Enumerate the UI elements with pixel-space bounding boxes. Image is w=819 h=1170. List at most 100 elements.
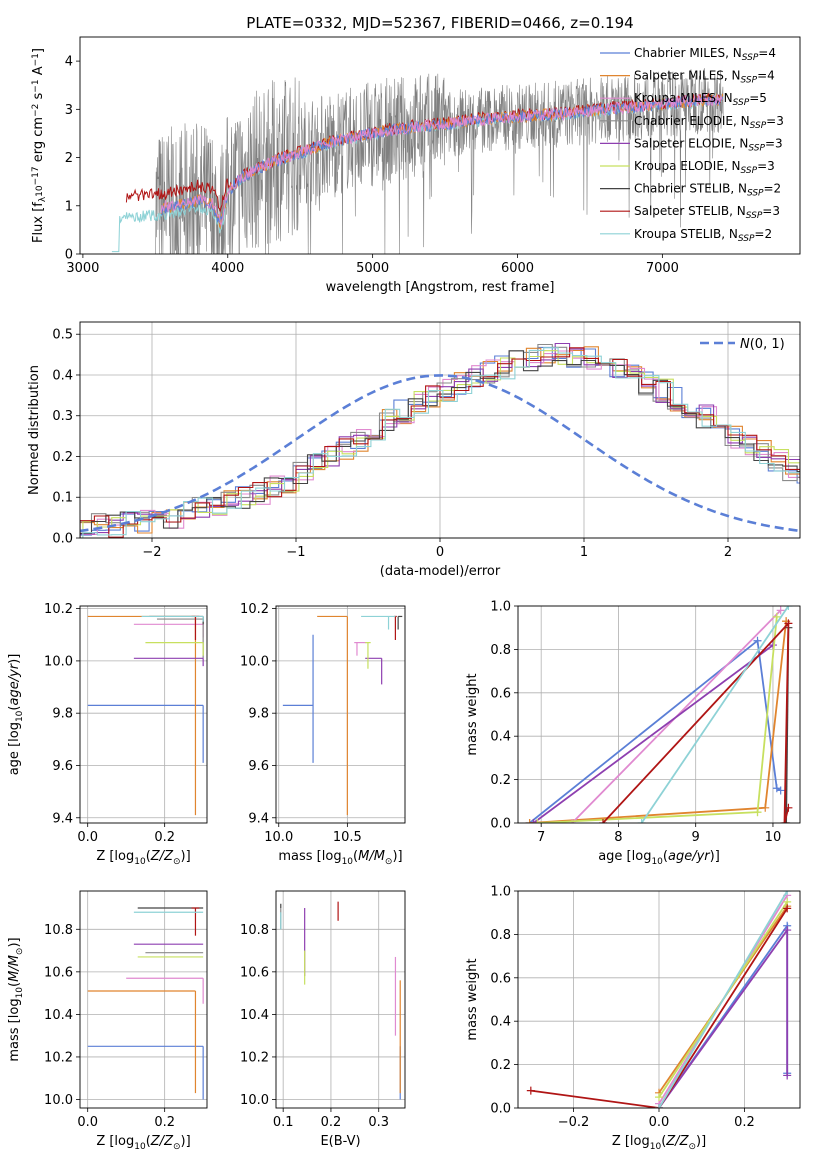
plot-area [282,615,403,816]
legend-label: Chabrier MILES, NSSP=4 [634,46,776,63]
x-tick-label: 7 [537,830,545,845]
y-axis-label: age [log10(age/yr)] [7,654,25,776]
errorbar-salpeter_miles [87,990,197,1094]
y-tick-label: 9.6 [248,759,269,774]
y-tick-label: 10.4 [44,1008,73,1023]
weight-marker [526,1086,535,1095]
x-axis-label: mass [log10(M/M⊙)] [278,849,402,867]
x-tick-label: 0 [436,545,444,560]
x-axis-label: age [log10(age/yr)] [598,849,720,867]
x-axis-label: E(B-V) [320,1134,360,1149]
x-tick-label: 10.0 [264,830,293,845]
panel-massweight_vs_age: 7 8 9 10 0.0 0.2 0.4 0.6 0.8 1.0 age [log10(age/yr… [465,600,801,867]
weight-marker [772,784,781,793]
x-tick-label: 0.0 [77,830,98,845]
weight-marker [784,606,793,610]
y-tick-label: 0.2 [490,773,511,788]
histogram-chabrier_stelib [80,350,800,534]
panels: 3000 4000 5000 6000 7000 0 1 2 3 4 Chabrier MILES,… [7,36,801,1152]
weight-marker [525,819,534,823]
weight-series-salpeter_stelib [598,619,793,823]
legend-label: N(0, 1) [740,337,785,352]
weight-marker [784,803,793,812]
errorbar-salpeter_stelib [394,615,397,640]
weight-marker [783,904,792,913]
x-tick-label: 9 [692,830,700,845]
x-tick-label: 3000 [66,261,99,276]
weight-series-kroupa_elodie [533,612,781,823]
y-tick-label: 0.4 [490,730,511,745]
weight-marker [783,926,792,935]
y-tick-label: 0.2 [52,450,73,465]
legend: Chabrier MILES, NSSP=4 Salpeter MILES, NS… [600,46,784,244]
x-tick-label: 10.5 [333,830,362,845]
errorbar-kroupa_elodie [145,642,204,656]
panel-age_vs_Z: 0.0 0.2 9.4 9.6 9.8 10.0 10.2 Z [log10(Z/Z⊙)] ag… [7,602,208,867]
weight-marker [761,803,770,812]
x-tick-label: 0.2 [154,1115,175,1130]
weight-line [532,644,774,823]
x-tick-label: 0.1 [273,1115,294,1130]
x-tick-label: 4000 [211,261,244,276]
x-tick-label: 6000 [501,261,534,276]
errorbar-kroupa_stelib [361,615,396,630]
errorbar-kroupa_miles [133,623,204,638]
y-tick-label: 9.8 [248,707,269,722]
y-tick-label: 10.2 [240,1050,269,1065]
y-tick-label: 0.6 [490,686,511,701]
axes-frame [79,605,208,824]
histogram-salpeter_stelib [80,347,800,538]
y-tick-label: 9.4 [248,811,269,826]
panel-spectrum: 3000 4000 5000 6000 7000 0 1 2 3 4 Chabrier MILES,… [31,36,801,295]
errorbar-chabrier_stelib [397,615,403,630]
legend-label: Salpeter ELODIE, NSSP=3 [634,136,783,153]
axes-frame [275,890,406,1109]
y-tick-label: 10.2 [44,602,73,617]
y-axis-label: mass [log10(M/M⊙)] [7,937,25,1061]
histogram-salpeter_miles [80,346,800,538]
y-tick-label: 3 [65,103,73,118]
plot-area [526,891,792,1108]
errorbar-salpeter_elodie [133,657,204,667]
legend-label: Chabrier STELIB, NSSP=2 [634,182,781,199]
weight-marker [753,636,762,645]
errorbar-salpeter_miles [317,615,348,816]
weight-marker [772,612,781,621]
legend: N(0, 1) [700,337,785,352]
errorbar-chabrier_elodie [156,618,204,659]
plot-area [87,615,204,816]
legend-label: Salpeter MILES, NSSP=4 [634,69,775,86]
y-axis-label: mass weight [465,673,480,755]
x-axis-label: Z [log10(Z/Z⊙)] [612,1134,706,1152]
panel-mass_vs_ebv: 0.1 0.2 0.3 10.0 10.2 10.4 10.6 10.8 E(B-V) [240,890,406,1149]
y-tick-label: 10.8 [240,923,269,938]
weight-marker [783,891,792,895]
weight-marker [637,819,646,823]
y-tick-label: 10.2 [44,1050,73,1065]
y-tick-label: 0.8 [490,643,511,658]
legend-label: Salpeter STELIB, NSSP=3 [634,204,780,221]
weight-series-salpeter_elodie [655,926,792,1108]
x-tick-label: 0.2 [154,830,175,845]
y-tick-label: 0.1 [52,491,73,506]
weight-marker [776,606,785,615]
legend-label: Kroupa ELODIE, NSSP=3 [634,159,775,176]
x-tick-label: 7000 [646,261,679,276]
weight-marker [776,786,785,795]
weight-line [602,621,790,823]
errorbar-salpeter_miles [87,615,197,816]
axes-frame [517,605,801,824]
errorbar-kroupa_miles [354,642,367,656]
weight-marker [783,1071,792,1080]
x-tick-label: 0.0 [649,1115,670,1130]
x-tick-label: −2 [142,545,161,560]
y-tick-label: 9.8 [52,707,73,722]
weight-series-kroupa_stelib [655,891,792,1108]
y-tick-label: 4 [65,55,73,70]
x-tick-label: 0.2 [734,1115,755,1130]
y-tick-label: 10.0 [44,1093,73,1108]
x-tick-label: 2 [724,545,732,560]
y-tick-label: 0.8 [490,928,511,943]
x-tick-label: 5000 [356,261,389,276]
